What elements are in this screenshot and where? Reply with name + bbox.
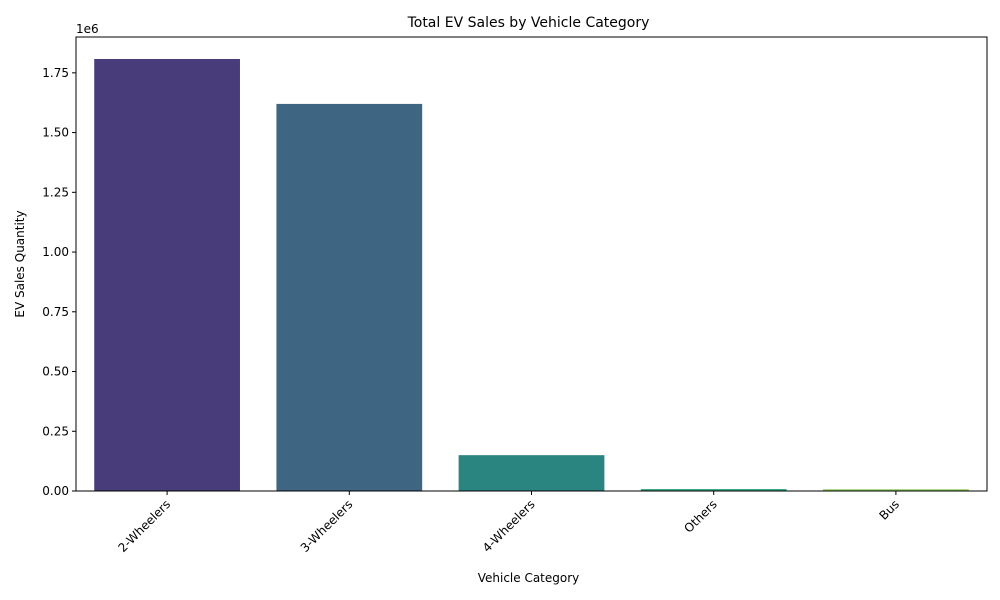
y-tick-label: 0.75 xyxy=(42,305,69,319)
y-tick-label: 1.50 xyxy=(42,126,69,140)
plot-frame xyxy=(75,36,988,492)
y-tick-label: 0.25 xyxy=(42,424,69,438)
y-tick-label: 1.75 xyxy=(42,66,69,80)
x-tick-label: 3-Wheelers xyxy=(298,497,356,555)
x-tick-label: 4-Wheelers xyxy=(480,497,538,555)
bar-2-wheelers xyxy=(94,58,240,492)
bar-others xyxy=(640,489,787,491)
y-tick-label: 1.00 xyxy=(42,245,69,259)
y-tick-label: 1.25 xyxy=(42,185,69,199)
bar-4-wheelers xyxy=(458,455,605,491)
y-axis-label: EV Sales Quantity xyxy=(13,210,27,317)
chart-title: Total EV Sales by Vehicle Category xyxy=(407,15,650,31)
bars-group xyxy=(94,58,969,492)
y-offset-label: 1e6 xyxy=(76,22,99,36)
y-tick-label: 0.50 xyxy=(42,365,69,379)
x-axis-label: Vehicle Category xyxy=(478,571,580,585)
bar-3-wheelers xyxy=(276,103,423,491)
y-tick-label: 0.00 xyxy=(42,484,69,498)
x-tick-label: Others xyxy=(681,497,719,535)
bar-bus xyxy=(823,489,969,491)
x-ticks-group: 2-Wheelers 3-Wheelers 4-Wheelers Others Bus xyxy=(116,491,902,555)
y-ticks-group: 0.00 0.25 0.50 0.75 1.00 1.25 1.50 1.75 xyxy=(42,66,76,498)
x-tick-label: Bus xyxy=(876,497,902,523)
x-tick-label: 2-Wheelers xyxy=(116,497,174,555)
